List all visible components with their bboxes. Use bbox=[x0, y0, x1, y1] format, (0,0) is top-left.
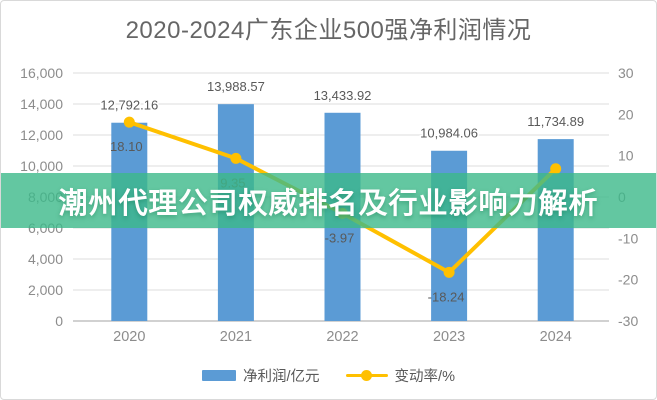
x-axis-label: 2024 bbox=[540, 329, 572, 345]
y-axis-left-tick: 4,000 bbox=[28, 251, 63, 267]
line-swatch-marker bbox=[360, 369, 372, 381]
line-value-label: -3.97 bbox=[325, 230, 355, 245]
x-axis-label: 2023 bbox=[433, 329, 465, 345]
y-axis-left-tick: 2,000 bbox=[28, 282, 63, 298]
line-point-2021 bbox=[230, 152, 242, 164]
overlay-banner: 潮州代理公司权威排名及行业影响力解析 bbox=[1, 173, 656, 228]
y-axis-right-tick: -10 bbox=[618, 230, 638, 246]
bar-value-label: 13,988.57 bbox=[207, 79, 265, 94]
banner-text: 潮州代理公司权威排名及行业影响力解析 bbox=[58, 187, 599, 220]
bar-swatch-icon bbox=[202, 369, 237, 381]
line-value-label: 18.10 bbox=[110, 139, 143, 154]
x-axis-label: 2021 bbox=[220, 329, 252, 345]
bar-value-label: 11,734.89 bbox=[527, 114, 584, 129]
line-point-2020 bbox=[123, 116, 135, 128]
y-axis-left-tick: 16,000 bbox=[20, 65, 63, 81]
x-axis-label: 2022 bbox=[326, 329, 358, 345]
line-point-2023 bbox=[443, 266, 455, 278]
y-axis-left-tick: 12,000 bbox=[20, 127, 63, 143]
legend-item-change-rate: 变动率/% bbox=[345, 365, 455, 386]
y-axis-left-tick: 10,000 bbox=[20, 158, 63, 174]
bar-value-label: 12,792.16 bbox=[100, 98, 158, 113]
line-point-2024 bbox=[550, 163, 562, 175]
bar-value-label: 10,984.06 bbox=[420, 126, 478, 141]
line-value-label: -18.24 bbox=[428, 289, 465, 304]
y-axis-right-tick: 30 bbox=[618, 65, 634, 81]
y-axis-left-tick: 14,000 bbox=[20, 96, 63, 112]
line-dot-swatch-icon bbox=[345, 369, 388, 381]
legend-label-change-rate: 变动率/% bbox=[394, 368, 455, 385]
y-axis-right-tick: 20 bbox=[618, 106, 634, 122]
y-axis-right-tick: -30 bbox=[618, 313, 638, 329]
chart-legend: 净利润/亿元 变动率/% bbox=[1, 363, 656, 387]
bar-value-label: 13,433.92 bbox=[314, 88, 372, 103]
legend-label-net-profit: 净利润/亿元 bbox=[243, 368, 320, 385]
y-axis-left-tick: 0 bbox=[55, 313, 63, 329]
y-axis-right-tick: -20 bbox=[618, 272, 638, 288]
x-axis-label: 2020 bbox=[113, 329, 145, 345]
chart-title: 2020-2024广东企业500强净利润情况 bbox=[125, 17, 532, 44]
legend-item-net-profit: 净利润/亿元 bbox=[202, 365, 320, 386]
y-axis-right-tick: 10 bbox=[618, 148, 634, 164]
